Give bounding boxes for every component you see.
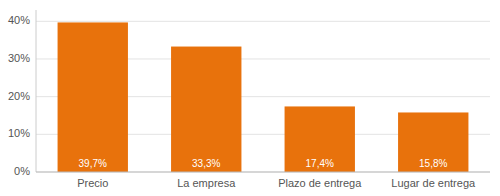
x-tick-label: Precio bbox=[77, 177, 108, 189]
bar bbox=[171, 47, 241, 172]
x-tick-label: Lugar de entrega bbox=[391, 177, 476, 189]
y-tick-label: 40% bbox=[8, 14, 30, 26]
y-tick-label: 20% bbox=[8, 90, 30, 102]
bar bbox=[285, 106, 355, 172]
data-label: 39,7% bbox=[79, 158, 107, 169]
grid bbox=[36, 21, 490, 172]
chart-container: 0% 10% 20% 30% 40% 39,7% 33,3% 17,4% 15,8% Precio… bbox=[0, 0, 500, 196]
chart-svg: 0% 10% 20% 30% 40% 39,7% 33,3% 17,4% 15,8% Precio… bbox=[0, 0, 500, 196]
data-label: 33,3% bbox=[192, 158, 220, 169]
grid-line bbox=[36, 21, 490, 22]
data-label: 15,8% bbox=[419, 158, 447, 169]
y-tick-label: 30% bbox=[8, 52, 30, 64]
y-tick-label: 0% bbox=[14, 165, 30, 177]
data-label: 17,4% bbox=[306, 158, 334, 169]
x-tick-label: La empresa bbox=[177, 177, 236, 189]
bars bbox=[58, 22, 469, 172]
grid-line bbox=[36, 172, 490, 173]
bar bbox=[58, 22, 128, 172]
x-tick-label: Plazo de entrega bbox=[278, 177, 362, 189]
bar bbox=[398, 112, 468, 172]
y-axis-line bbox=[36, 10, 37, 172]
x-axis-line bbox=[36, 172, 490, 173]
y-tick-label: 10% bbox=[8, 127, 30, 139]
